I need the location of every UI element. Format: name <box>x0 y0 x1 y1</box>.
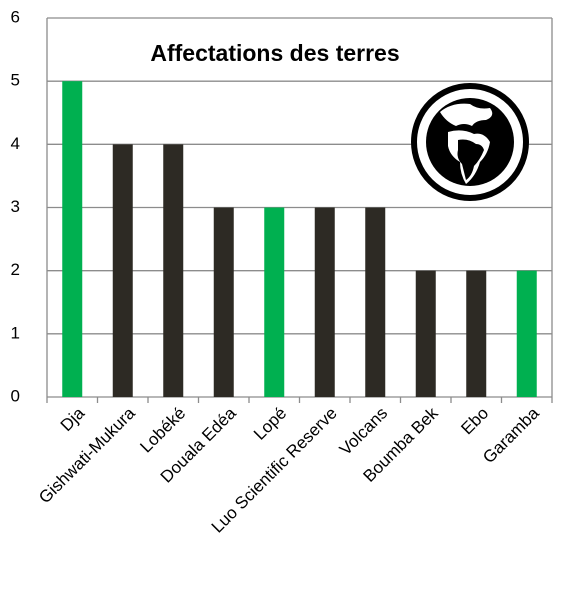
x-tick-label: Ebo <box>457 404 492 439</box>
y-tick-label: 2 <box>11 260 20 279</box>
y-tick-label: 5 <box>11 71 20 90</box>
bar <box>466 270 487 397</box>
bar <box>62 81 83 398</box>
y-tick-label: 4 <box>11 134 20 153</box>
y-tick-label: 3 <box>11 197 20 216</box>
bar <box>264 207 285 397</box>
bar <box>314 207 335 397</box>
y-tick-label: 6 <box>11 7 20 26</box>
bar <box>415 270 436 397</box>
globe-icon <box>411 83 529 201</box>
bar <box>365 207 386 397</box>
x-tick-label: Garamba <box>479 403 543 467</box>
x-tick-label: Lopé <box>250 404 290 444</box>
chart-title: Affectations des terres <box>150 40 399 66</box>
bar <box>163 144 184 397</box>
bar <box>516 270 537 397</box>
bar <box>112 144 133 397</box>
y-tick-label: 1 <box>11 323 20 342</box>
x-tick-label: Gishwati-Mukura <box>35 403 139 507</box>
y-tick-label: 0 <box>11 386 20 405</box>
x-tick-label: Dja <box>57 403 89 435</box>
bar <box>213 207 234 397</box>
